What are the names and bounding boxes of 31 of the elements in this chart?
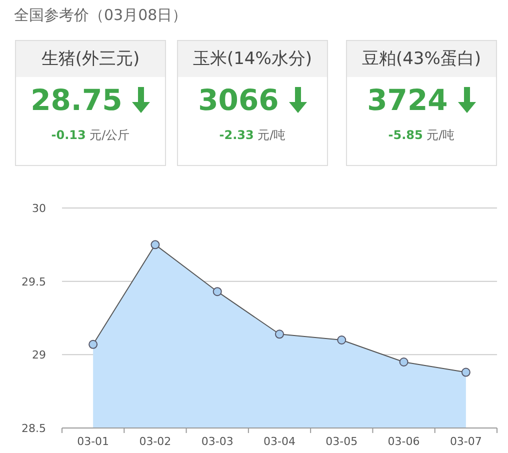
- text: 3724: [366, 83, 449, 117]
- x-tick-label: 03-07: [450, 435, 482, 448]
- text: 元/公斤: [90, 128, 130, 142]
- text: 3066: [197, 83, 280, 117]
- y-tick-label: 29: [32, 348, 46, 362]
- x-tick-label: 03-03: [201, 435, 234, 448]
- y-tick-label: 30: [32, 202, 46, 215]
- point: [88, 340, 98, 349]
- x-tick-label: 03-06: [388, 435, 420, 448]
- point: [337, 336, 346, 344]
- text: 元/吨: [426, 128, 455, 142]
- y-tick-label: 29.5: [22, 275, 46, 288]
- text: 元/吨: [258, 128, 286, 142]
- text: -5.85: [388, 128, 423, 142]
- text: 豆粕(43%蛋白): [347, 41, 496, 77]
- x-tick-label: 03-01: [77, 435, 110, 448]
- y-tick-label: 28.5: [22, 422, 46, 435]
- text: 全国参考价（03月08日）: [14, 6, 188, 25]
- point: [461, 368, 470, 377]
- x-tick-label: 03-05: [326, 435, 358, 448]
- text: 生猪(外三元): [16, 41, 165, 77]
- text: -0.13: [51, 128, 86, 142]
- point: [275, 330, 284, 339]
- x-tick-label: 03-04: [264, 435, 296, 448]
- text: -2.33: [219, 128, 254, 142]
- point: [150, 240, 160, 250]
- x-tick-label: 03-02: [139, 435, 172, 448]
- point: [212, 287, 222, 296]
- text: 玉米(14%水分): [178, 41, 327, 77]
- point: [399, 358, 408, 366]
- text: 28.75: [30, 83, 124, 117]
